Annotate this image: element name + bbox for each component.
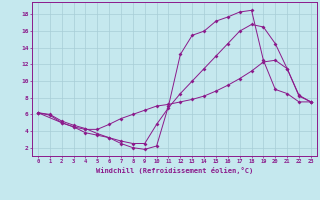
X-axis label: Windchill (Refroidissement éolien,°C): Windchill (Refroidissement éolien,°C) — [96, 167, 253, 174]
